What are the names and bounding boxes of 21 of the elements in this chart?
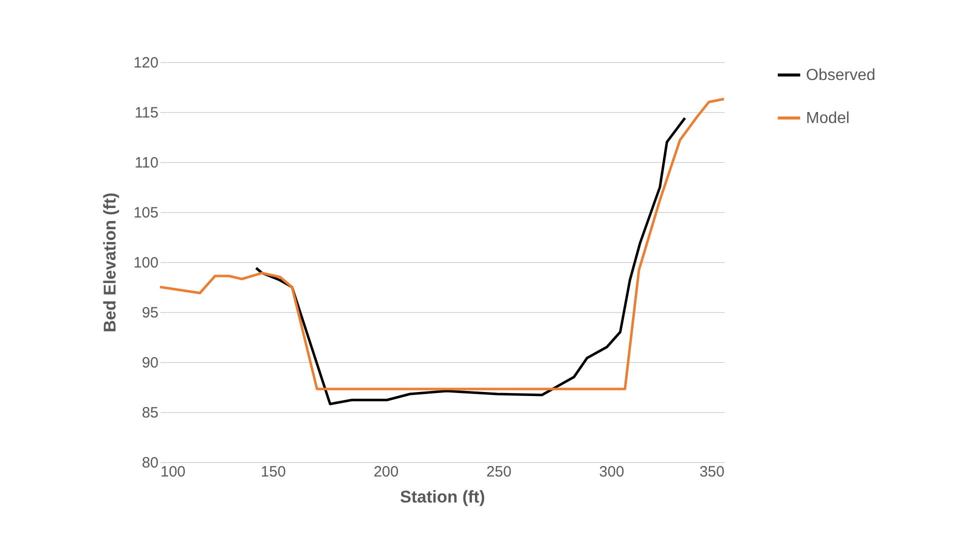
x-tick-label: 350: [699, 464, 724, 480]
legend-label: Model: [806, 110, 850, 127]
y-tick-label: 90: [142, 354, 158, 372]
legend-label: Observed: [806, 67, 876, 84]
line-series: [158, 98, 726, 390]
x-tick-label: 300: [599, 464, 624, 480]
y-tick-label: 110: [134, 154, 158, 172]
y-tick-label: 120: [133, 54, 158, 72]
y-tick-label: 105: [133, 204, 158, 222]
y-tick-label: 85: [142, 404, 158, 422]
y-tick-label: 80: [142, 454, 158, 472]
x-axis-title: Station (ft): [400, 488, 485, 506]
x-tick-label: 100: [160, 464, 186, 480]
y-tick-label: 100: [133, 254, 158, 272]
x-tick-label: 200: [374, 464, 399, 480]
x-tick-label: 250: [486, 464, 512, 480]
line-series: [254, 116, 686, 406]
y-axis-title: Bed Elevation (ft): [100, 192, 120, 332]
x-tick-label: 150: [260, 464, 286, 480]
y-tick-label: 115: [134, 104, 158, 122]
y-tick-label: 95: [142, 304, 158, 322]
